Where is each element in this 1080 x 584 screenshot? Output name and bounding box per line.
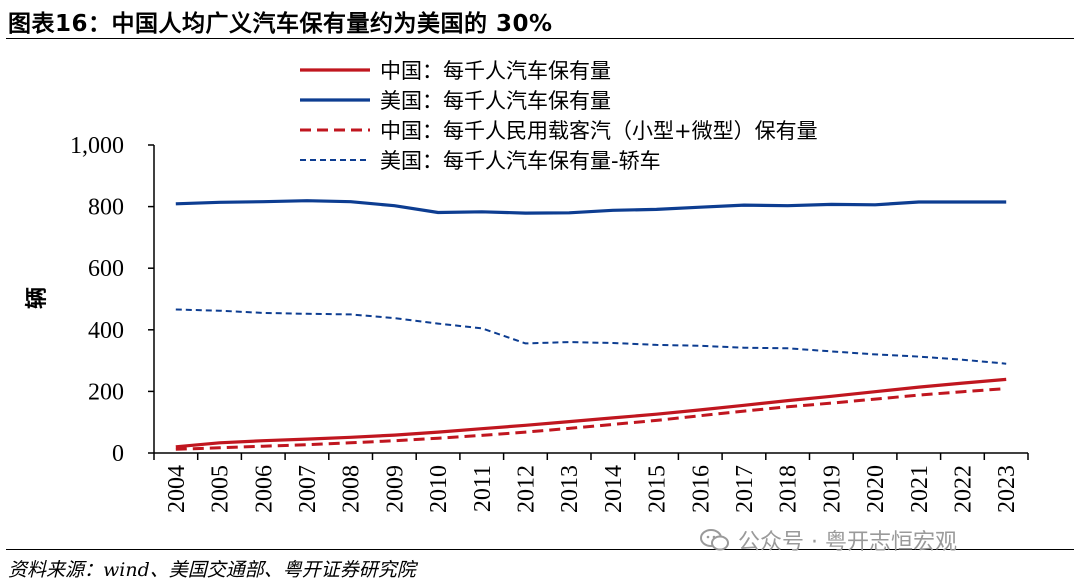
watermark-text: 公众号 · 粤开志恒宏观 xyxy=(738,530,957,555)
y-tick-label: 200 xyxy=(88,379,124,405)
x-tick-label: 2011 xyxy=(470,465,496,512)
footer-divider xyxy=(6,549,1074,550)
axes: 0 200 400 600 800 1,000 2004 2005 2006 2007 2008 20… xyxy=(70,133,1029,513)
x-tick-label: 2019 xyxy=(819,465,845,513)
x-tick-label: 2007 xyxy=(295,465,321,513)
legend-label: 中国：每千人民用载客汽（小型+微型）保有量 xyxy=(380,119,818,143)
legend-label: 美国：每千人汽车保有量 xyxy=(380,89,611,113)
series-line-3 xyxy=(175,387,1007,451)
x-tick-label: 2014 xyxy=(601,465,627,513)
y-axis-label: 辆 xyxy=(24,287,50,309)
series-line-1 xyxy=(175,377,1007,449)
y-tick-label: 1,000 xyxy=(70,133,124,159)
x-tick-label: 2004 xyxy=(164,465,190,513)
x-tick-label: 2005 xyxy=(208,465,234,513)
x-tick-label: 2010 xyxy=(426,465,452,513)
x-tick-label: 2023 xyxy=(994,465,1020,513)
y-tick-label: 600 xyxy=(88,256,124,282)
series-layer xyxy=(175,199,1007,451)
wechat-icon xyxy=(700,529,729,551)
y-tick-label: 0 xyxy=(112,441,124,467)
x-tick-label: 2021 xyxy=(907,465,933,513)
x-tick-label: 2006 xyxy=(251,465,277,513)
x-tick-label: 2018 xyxy=(776,465,802,513)
x-tick-label: 2013 xyxy=(557,465,583,513)
watermark: 公众号 · 粤开志恒宏观 xyxy=(700,524,957,556)
x-tick-label: 2022 xyxy=(950,465,976,513)
x-tick-label: 2015 xyxy=(645,465,671,513)
title-divider xyxy=(6,38,1074,39)
chart-title: 图表16：中国人均广义汽车保有量约为美国的 30% xyxy=(8,11,553,37)
x-tick-label: 2012 xyxy=(513,465,539,513)
source-note: 资料来源：wind、美国交通部、粤开证券研究院 xyxy=(8,559,416,581)
x-tick-label: 2020 xyxy=(863,465,889,513)
legend-label: 美国：每千人汽车保有量-轿车 xyxy=(380,149,661,173)
x-tick-label: 2008 xyxy=(339,465,365,513)
legend: 中国：每千人汽车保有量美国：每千人汽车保有量中国：每千人民用载客汽（小型+微型）… xyxy=(300,59,818,173)
y-tick-label: 800 xyxy=(88,195,124,221)
x-tick-label: 2009 xyxy=(382,465,408,513)
series-line-4 xyxy=(175,308,1007,365)
x-tick-label: 2016 xyxy=(688,465,714,513)
y-tick-label: 400 xyxy=(88,318,124,344)
legend-label: 中国：每千人汽车保有量 xyxy=(380,59,611,83)
x-tick-label: 2017 xyxy=(732,465,758,513)
series-line-2 xyxy=(175,199,1007,215)
